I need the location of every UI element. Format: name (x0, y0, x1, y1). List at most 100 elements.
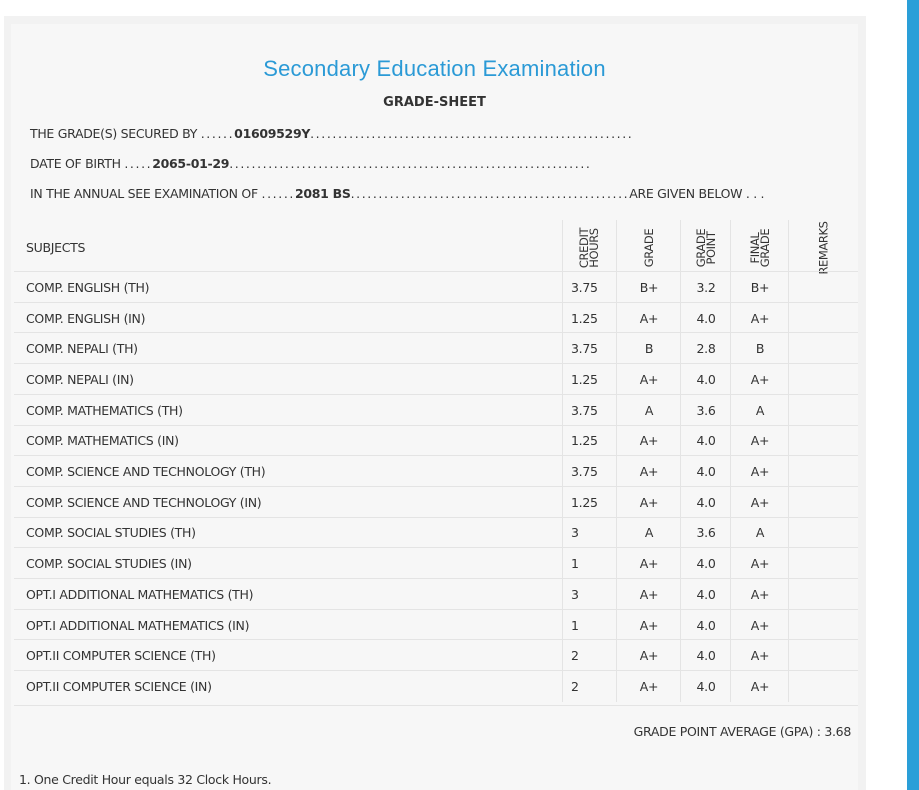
remarks-cell (788, 517, 859, 549)
credit-hours-cell: 3 (562, 517, 616, 549)
final-grade-cell: A+ (730, 302, 789, 334)
remarks-cell (788, 272, 859, 303)
credit-hours-cell: 3.75 (562, 333, 616, 365)
credit-hours-cell: 1 (562, 548, 616, 579)
remarks-cell (788, 486, 859, 518)
table-row: COMP. MATHEMATICS (IN) 1.25 A+ 4.0 A+ (14, 424, 859, 457)
table-row: COMP. ENGLISH (IN) 1.25 A+ 4.0 A+ (14, 301, 859, 334)
header-point-cell: GRADE POINT (680, 220, 731, 275)
grade-point-cell: 4.0 (680, 456, 731, 487)
credit-hours-cell: 3.75 (562, 394, 616, 426)
table-row: OPT.II COMPUTER SCIENCE (TH) 2 A+ 4.0 A+ (14, 639, 859, 672)
table-row: COMP. SOCIAL STUDIES (IN) 1 A+ 4.0 A+ (14, 547, 858, 579)
grade-point-cell: 4.0 (680, 671, 731, 702)
grade-point-cell: 4.0 (680, 302, 731, 334)
dob-value: 2065-01-29 (152, 156, 230, 171)
remarks-cell (788, 456, 859, 487)
subject-cell: COMP. SOCIAL STUDIES (IN) (26, 556, 192, 572)
credit-hours-cell: 1.25 (562, 302, 616, 334)
final-grade-cell: A+ (730, 425, 789, 457)
grade-cell: A+ (616, 486, 681, 518)
table-row: COMP. ENGLISH (TH) 3.75 B+ 3.2 B+ (14, 271, 858, 303)
header-grade: GRADE (642, 228, 656, 267)
final-grade-cell: A (730, 394, 789, 426)
table-row: COMP. SOCIAL STUDIES (TH) 3 A 3.6 A (14, 516, 859, 549)
dob-label: DATE OF BIRTH (30, 156, 121, 171)
grade-point-cell: 2.8 (680, 333, 731, 365)
header-grade-point: GRADE POINT (694, 228, 718, 267)
final-grade-cell: A+ (730, 456, 789, 487)
credit-hour-footnote: 1. One Credit Hour equals 32 Clock Hours… (19, 772, 272, 787)
scrollbar-accent (907, 0, 919, 790)
grade-point-cell: 3.6 (680, 394, 731, 426)
remarks-cell (788, 671, 859, 702)
subject-cell: COMP. SCIENCE AND TECHNOLOGY (TH) (26, 464, 266, 480)
header-final-grade: FINAL GRADE (748, 228, 772, 267)
gpa-row: GRADE POINT AVERAGE (GPA) : 3.68 (14, 705, 858, 754)
gpa-text: GRADE POINT AVERAGE (GPA) : 3.68 (633, 724, 852, 739)
grade-point-cell: 4.0 (680, 579, 731, 610)
grade-cell: A+ (616, 671, 681, 702)
final-grade-cell: A+ (730, 364, 789, 395)
gpa-label: GRADE POINT AVERAGE (GPA) : (633, 724, 821, 739)
subject-cell: COMP. NEPALI (IN) (26, 371, 134, 387)
final-grade-cell: A+ (730, 548, 789, 579)
remarks-cell (788, 333, 859, 365)
grade-cell: A+ (616, 364, 681, 395)
table-row: OPT.I ADDITIONAL MATHEMATICS (TH) 3 A+ 4.0 A… (14, 578, 858, 610)
credit-hours-cell: 1 (562, 609, 616, 641)
header-final-cell: FINAL GRADE (730, 220, 789, 275)
credit-hours-cell: 3.75 (562, 272, 616, 303)
remarks-cell (788, 579, 859, 610)
header-credit-cell: CREDIT HOURS (562, 220, 616, 275)
grade-cell: A+ (616, 302, 681, 334)
header-grade-cell: GRADE (616, 220, 681, 275)
header-subjects: SUBJECTS (26, 240, 86, 255)
exam-suffix: ARE GIVEN BELOW . . . (629, 186, 765, 201)
credit-hours-cell: 1.25 (562, 364, 616, 395)
grade-point-cell: 4.0 (680, 364, 731, 395)
remarks-cell (788, 425, 859, 457)
final-grade-cell: B+ (730, 272, 789, 303)
remarks-cell (788, 609, 859, 641)
grade-cell: A+ (616, 548, 681, 579)
grade-cell: A+ (616, 579, 681, 610)
grade-point-cell: 4.0 (680, 486, 731, 518)
credit-hours-cell: 2 (562, 671, 616, 702)
credit-hours-cell: 1.25 (562, 486, 616, 518)
subject-cell: COMP. MATHEMATICS (IN) (26, 433, 179, 449)
table-row: OPT.II COMPUTER SCIENCE (IN) 2 A+ 4.0 A+ (14, 670, 858, 702)
remarks-cell (788, 302, 859, 334)
final-grade-cell: A+ (730, 579, 789, 610)
final-grade-cell: A+ (730, 640, 789, 672)
grade-point-cell: 4.0 (680, 548, 731, 579)
grade-cell: B+ (616, 272, 681, 303)
table-row: COMP. SCIENCE AND TECHNOLOGY (TH) 3.75 A+ 4… (14, 455, 858, 487)
grade-point-cell: 3.6 (680, 517, 731, 549)
subject-cell: OPT.I ADDITIONAL MATHEMATICS (IN) (26, 617, 250, 633)
grade-cell: B (616, 333, 681, 365)
table-row: COMP. NEPALI (TH) 3.75 B 2.8 B (14, 332, 859, 365)
final-grade-cell: A+ (730, 486, 789, 518)
symbol-number: 01609529Y (234, 126, 311, 141)
grade-point-cell: 4.0 (680, 640, 731, 672)
subject-cell: COMP. ENGLISH (IN) (26, 310, 146, 326)
grade-cell: A (616, 394, 681, 426)
subject-cell: OPT.I ADDITIONAL MATHEMATICS (TH) (26, 586, 254, 602)
credit-hours-cell: 2 (562, 640, 616, 672)
subject-cell: OPT.II COMPUTER SCIENCE (IN) (26, 678, 212, 694)
final-grade-cell: A (730, 517, 789, 549)
table-row: OPT.I ADDITIONAL MATHEMATICS (IN) 1 A+ 4.0 A… (14, 608, 859, 641)
header-remarks-cell: REMARKS (788, 220, 859, 275)
grade-cell: A+ (616, 425, 681, 457)
header-remarks: REMARKS (816, 220, 831, 275)
subject-cell: COMP. ENGLISH (TH) (26, 279, 150, 295)
grade-cell: A+ (616, 640, 681, 672)
subject-cell: COMP. MATHEMATICS (TH) (26, 402, 183, 418)
table-row: COMP. SCIENCE AND TECHNOLOGY (IN) 1.25 A+ 4… (14, 485, 859, 518)
remarks-cell (788, 640, 859, 672)
table-header-row: SUBJECTS CREDIT HOURS GRADE GRADE POINT … (14, 220, 858, 275)
header-credit-hours: CREDIT HOURS (577, 227, 602, 268)
exam-label: IN THE ANNUAL SEE EXAMINATION OF (30, 186, 258, 201)
grade-cell: A+ (616, 609, 681, 641)
